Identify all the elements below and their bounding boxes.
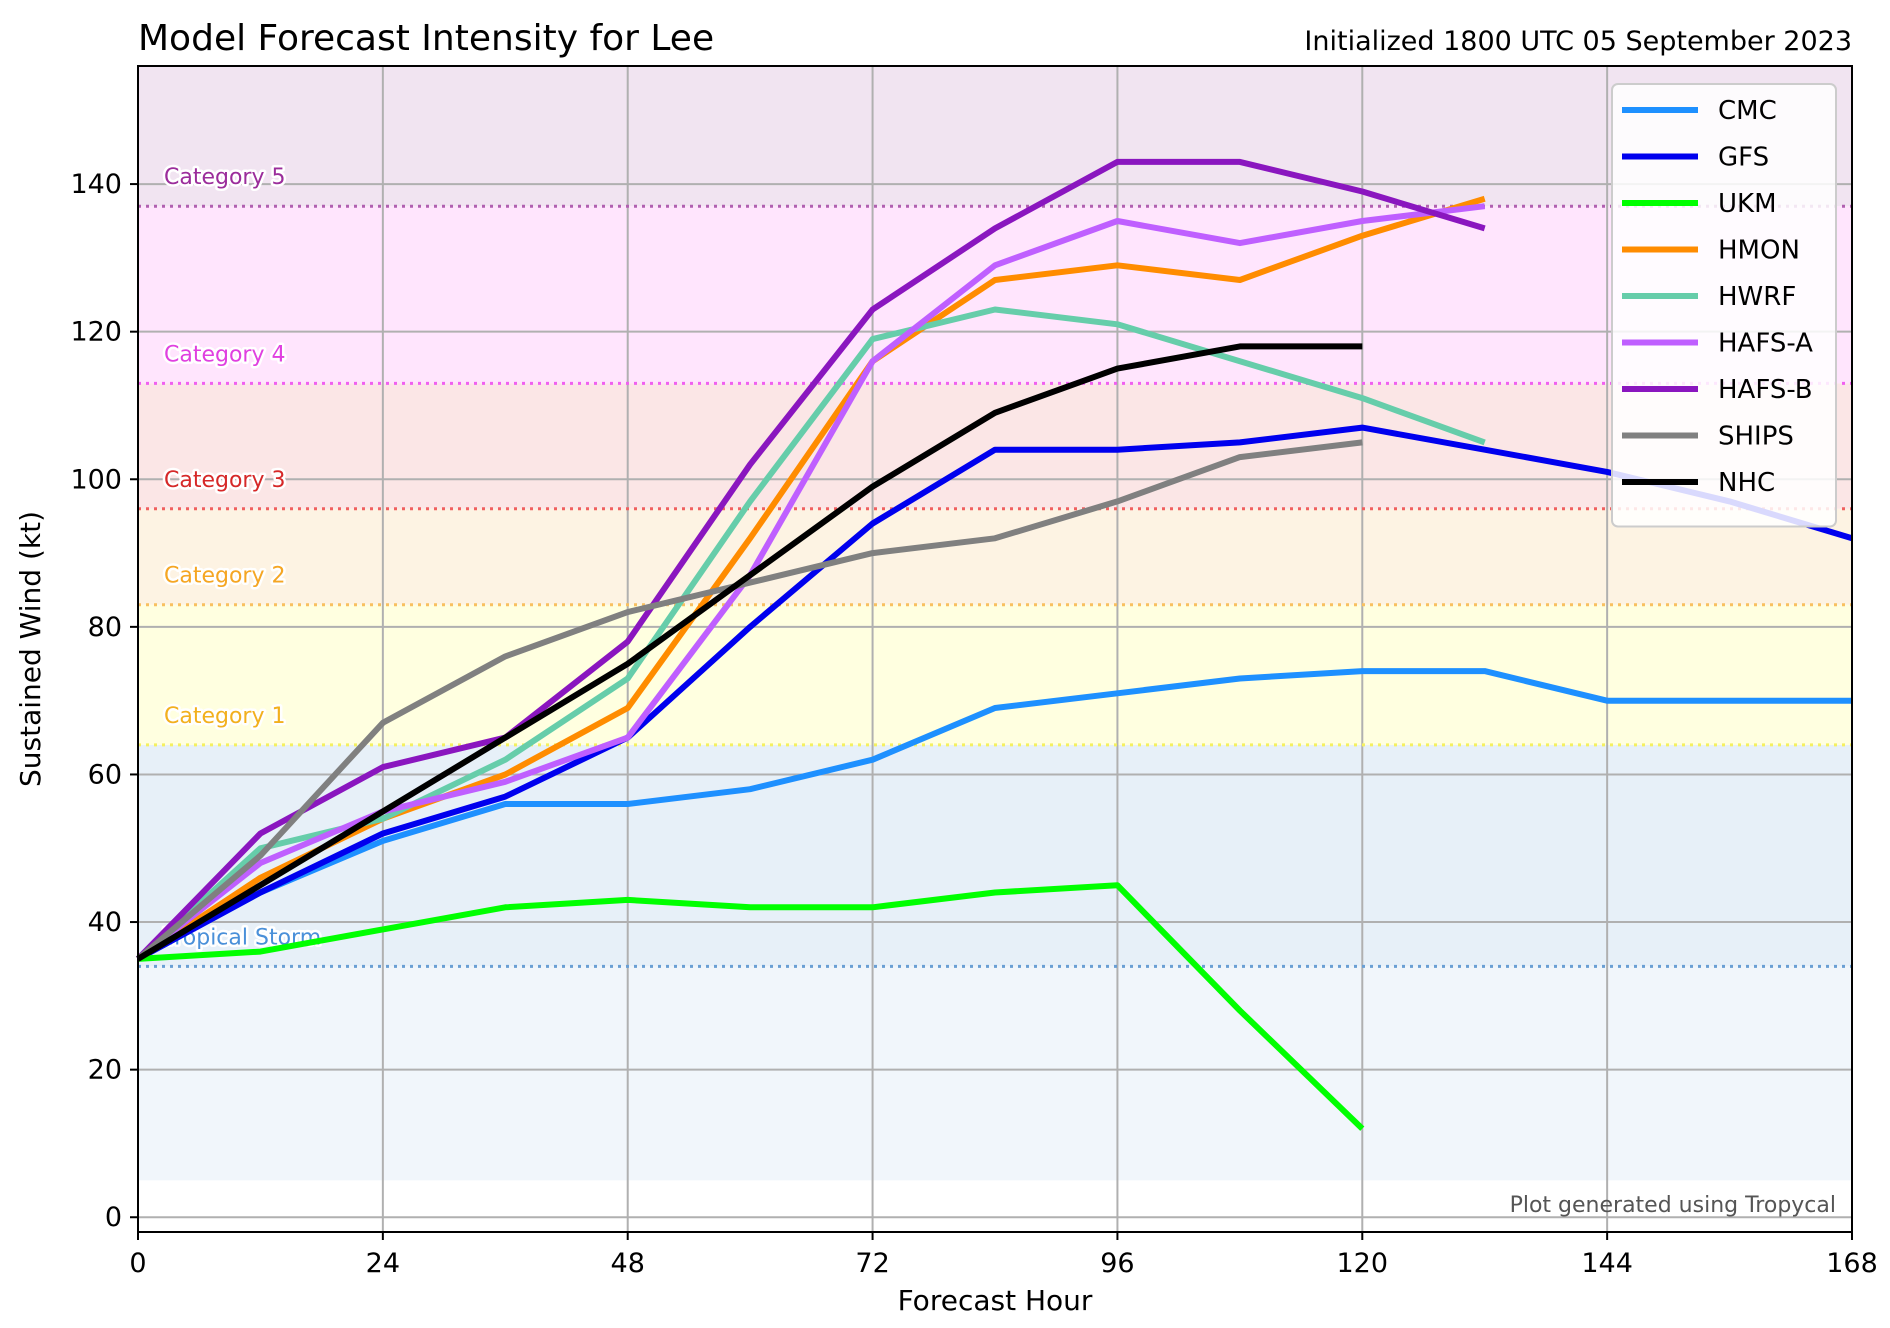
series-line-hafs-a: [136, 203, 1486, 962]
series-line-hafs-b: [135, 158, 1486, 961]
legend-label-ukm: UKM: [1718, 189, 1777, 219]
x-tick-label-168: 168: [1826, 1248, 1878, 1279]
series-line-nhc: [136, 343, 1363, 962]
model-forecast-lines: [135, 158, 1853, 1131]
x-tick-label-144: 144: [1581, 1248, 1633, 1279]
chart-subtitle: Initialized 1800 UTC 05 September 2023: [1304, 26, 1852, 57]
legend-label-hwrf: HWRF: [1718, 282, 1796, 312]
x-tick-label-120: 120: [1337, 1248, 1389, 1279]
legend-label-cmc: CMC: [1718, 96, 1777, 126]
plot-frame: [137, 65, 1853, 1233]
y-tick-label-140: 140: [70, 169, 122, 200]
x-axis-label: Forecast Hour: [898, 1284, 1093, 1317]
x-tick-label-48: 48: [611, 1248, 645, 1279]
y-tick-label-20: 20: [88, 1055, 122, 1086]
y-tick-label-80: 80: [88, 612, 122, 643]
legend-label-ships: SHIPS: [1718, 422, 1794, 452]
legend-box: [1611, 83, 1837, 528]
credit-text: Plot generated using Tropycal: [1510, 1193, 1836, 1218]
y-tick-label-0: 0: [105, 1202, 122, 1233]
y-tick-label-60: 60: [88, 759, 122, 790]
x-tick-label-24: 24: [366, 1248, 400, 1279]
y-tick-label-40: 40: [88, 907, 122, 938]
legend-label-hafs-a: HAFS-A: [1718, 329, 1813, 359]
band-tropical-storm: [138, 744, 1852, 967]
band-category-3: [138, 383, 1852, 509]
legend-label-nhc: NHC: [1718, 468, 1775, 498]
category-threshold-lines: [138, 204, 1852, 968]
series-line-ships: [136, 439, 1363, 962]
series-line-gfs: [136, 424, 1853, 962]
series-line-cmc: [136, 668, 1852, 962]
category-label-category-3: Category 3: [164, 468, 285, 493]
category-label-category-4: Category 4: [164, 342, 285, 367]
band-category-1: [138, 604, 1852, 745]
chart-title: Model Forecast Intensity for Lee: [138, 18, 714, 59]
legend-label-hafs-b: HAFS-B: [1718, 375, 1813, 405]
axes: 0 24 48 72 96 120 144 168 0 20 40 60 80 100 120 140 Fore…: [14, 65, 1878, 1317]
y-tick-label-120: 120: [70, 317, 122, 348]
category-label-category-2: Category 2: [164, 564, 285, 589]
x-tick-label-72: 72: [855, 1248, 889, 1279]
x-tick-label-96: 96: [1100, 1248, 1134, 1279]
legend-label-hmon: HMON: [1718, 236, 1800, 266]
x-tick-label-0: 0: [129, 1248, 146, 1279]
band-below-tropical-storm: [138, 966, 1852, 1181]
series-line-ukm: [137, 882, 1365, 1131]
band-category-2: [138, 508, 1852, 605]
category-label-category-5: Category 5: [164, 165, 285, 190]
series-line-hmon: [136, 195, 1486, 962]
legend: CMC GFS UKM HMON HWRF HAFS-A HAFS-B SHIPS NHC: [1611, 83, 1837, 528]
category-label-category-1: Category 1: [164, 704, 285, 729]
legend-label-gfs: GFS: [1718, 143, 1769, 173]
intensity-category-bands: [138, 66, 1852, 1181]
y-tick-label-100: 100: [70, 464, 122, 495]
y-axis-label: Sustained Wind (kt): [14, 511, 47, 787]
band-category-5: [138, 66, 1852, 207]
band-category-4: [138, 206, 1852, 384]
